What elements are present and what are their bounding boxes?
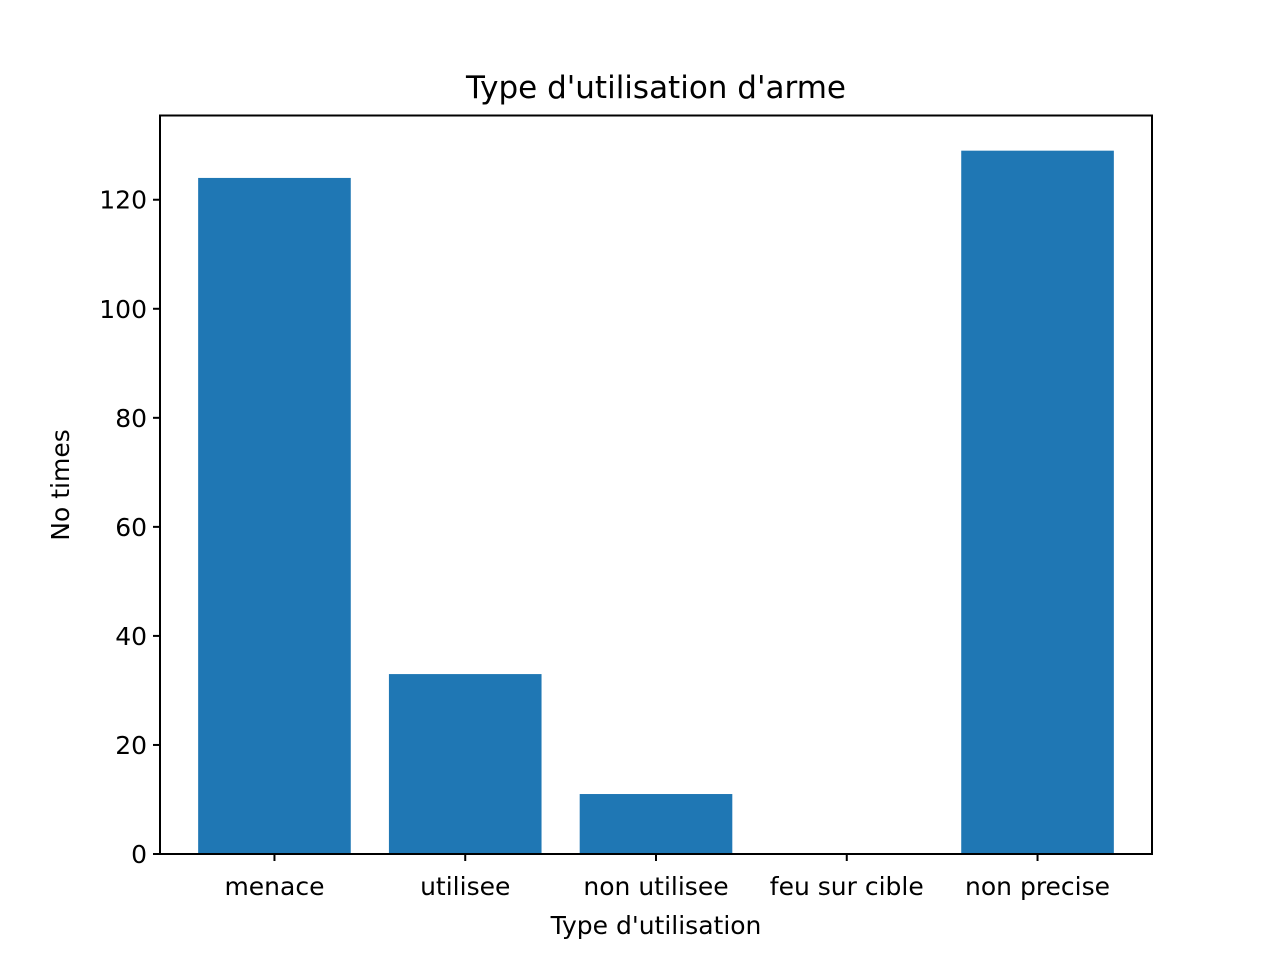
bar-utilisee bbox=[388, 674, 542, 854]
y-axis: 0 20 40 60 80 100 120 bbox=[99, 186, 160, 869]
y-tick-label: 80 bbox=[115, 404, 147, 433]
y-tick-label: 100 bbox=[99, 295, 147, 324]
x-tick-label: menace bbox=[224, 872, 324, 901]
chart-title: Type d'utilisation d'arme bbox=[465, 70, 846, 106]
y-tick-label: 40 bbox=[115, 622, 147, 651]
y-axis-label: No times bbox=[46, 429, 75, 540]
y-tick-label: 20 bbox=[115, 731, 147, 760]
bar-menace bbox=[198, 177, 351, 854]
x-tick-label: feu sur cible bbox=[770, 872, 924, 901]
bars-group bbox=[198, 150, 1114, 855]
plot-frame bbox=[159, 114, 1153, 855]
x-tick-label: utilisee bbox=[420, 872, 510, 901]
x-tick-label: non utilisee bbox=[583, 872, 728, 901]
x-axis-label: Type d'utilisation bbox=[550, 911, 762, 940]
bar-non-precise bbox=[961, 150, 1114, 855]
y-tick-label: 60 bbox=[115, 513, 147, 542]
x-axis: menace utilisee non utilisee feu sur cible n… bbox=[224, 854, 1110, 901]
x-tick-label: non precise bbox=[965, 872, 1110, 901]
y-tick-label: 120 bbox=[99, 186, 147, 215]
bar-non-utilisee bbox=[579, 794, 733, 854]
y-tick-label: 0 bbox=[131, 840, 147, 869]
